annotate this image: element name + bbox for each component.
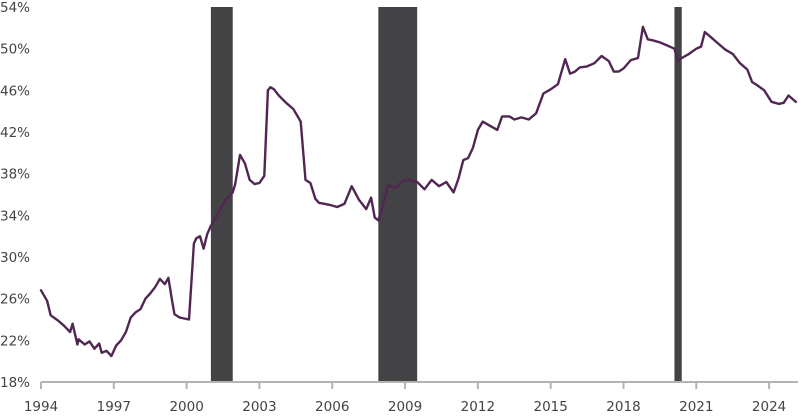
x-tick-label: 2003 bbox=[242, 399, 276, 415]
series-line bbox=[39, 25, 797, 358]
y-tick-label: 38% bbox=[0, 167, 30, 183]
x-ticks: 1994 1997 2000 2003 2006 2009 2012 2015 2018 2021… bbox=[24, 382, 786, 415]
y-tick-label: 34% bbox=[0, 208, 30, 224]
x-tick-label: 1997 bbox=[97, 399, 131, 415]
y-tick-label: 22% bbox=[0, 333, 30, 349]
x-tick-label: 2024 bbox=[752, 399, 786, 415]
y-tick-label: 42% bbox=[0, 125, 30, 141]
x-tick-label: 2021 bbox=[679, 399, 713, 415]
recession-bar bbox=[210, 7, 233, 382]
recession-bar bbox=[674, 7, 682, 382]
y-tick-label: 54% bbox=[0, 0, 30, 16]
y-tick-label: 26% bbox=[0, 292, 30, 308]
y-tick-label: 18% bbox=[0, 375, 30, 391]
y-tick-label: 30% bbox=[0, 250, 30, 266]
x-tick-label: 2018 bbox=[606, 399, 640, 415]
x-tick-label: 2015 bbox=[533, 399, 567, 415]
x-tick-label: 2012 bbox=[461, 399, 495, 415]
x-tick-label: 2000 bbox=[169, 399, 203, 415]
recession-bar bbox=[378, 7, 418, 382]
y-tick-labels: 18% 22% 26% 30% 34% 38% 42% 46% 50% 54% bbox=[0, 0, 30, 391]
y-tick-label: 46% bbox=[0, 83, 30, 99]
x-tick-label: 2009 bbox=[388, 399, 422, 415]
x-tick-label: 1994 bbox=[24, 399, 58, 415]
x-tick-label: 2006 bbox=[315, 399, 349, 415]
y-tick-label: 50% bbox=[0, 42, 30, 58]
